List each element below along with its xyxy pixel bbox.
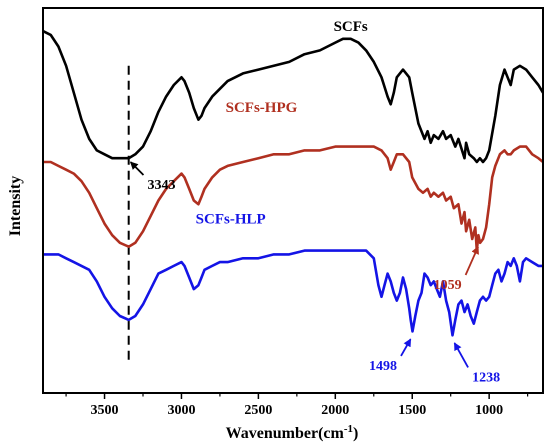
- plot-frame: [42, 7, 544, 394]
- series-layer: [42, 29, 545, 337]
- x-tick-label: 1500: [398, 403, 426, 418]
- series-label: SCFs-HPG: [226, 100, 298, 116]
- x-axis-label-superscript: -1: [344, 423, 353, 435]
- x-tick-label: 2500: [244, 403, 272, 418]
- x-tick-label: 1000: [475, 403, 503, 418]
- x-axis-label-main: Wavenumber(cm: [226, 425, 345, 442]
- annotation-label: 1498: [369, 359, 397, 374]
- x-tick-label: 2000: [321, 403, 349, 418]
- annotation-arrow: [400, 338, 412, 357]
- annotation-label: 3343: [147, 178, 175, 193]
- annotation-arrow: [453, 342, 469, 368]
- series-label: SCFs-HLP: [196, 212, 266, 228]
- x-tick-label: 3000: [167, 403, 195, 418]
- series-line-scfs-hlp: [43, 249, 543, 337]
- annotation-label: 1238: [472, 370, 500, 385]
- x-tick-label: 3500: [91, 403, 119, 418]
- annotations-layer: 3343 1059 1498 1238: [129, 161, 500, 385]
- axes-layer: 3500 3000 2500 2000 1500 1000: [42, 7, 544, 418]
- series-label: SCFs: [334, 19, 368, 35]
- annotation-arrow: [129, 161, 145, 176]
- x-axis-label-close: ): [353, 425, 358, 442]
- labels-layer: SCFs SCFs-HPG SCFs-HLP: [196, 19, 368, 228]
- y-axis-label: Intensity: [7, 176, 24, 236]
- x-axis-label: Wavenumber(cm-1): [226, 423, 359, 442]
- series-line-scfs: [42, 29, 545, 164]
- annotation-label: 1059: [434, 278, 462, 293]
- series-line-scfs-hpg: [43, 145, 544, 252]
- annotation-arrow: [464, 245, 479, 276]
